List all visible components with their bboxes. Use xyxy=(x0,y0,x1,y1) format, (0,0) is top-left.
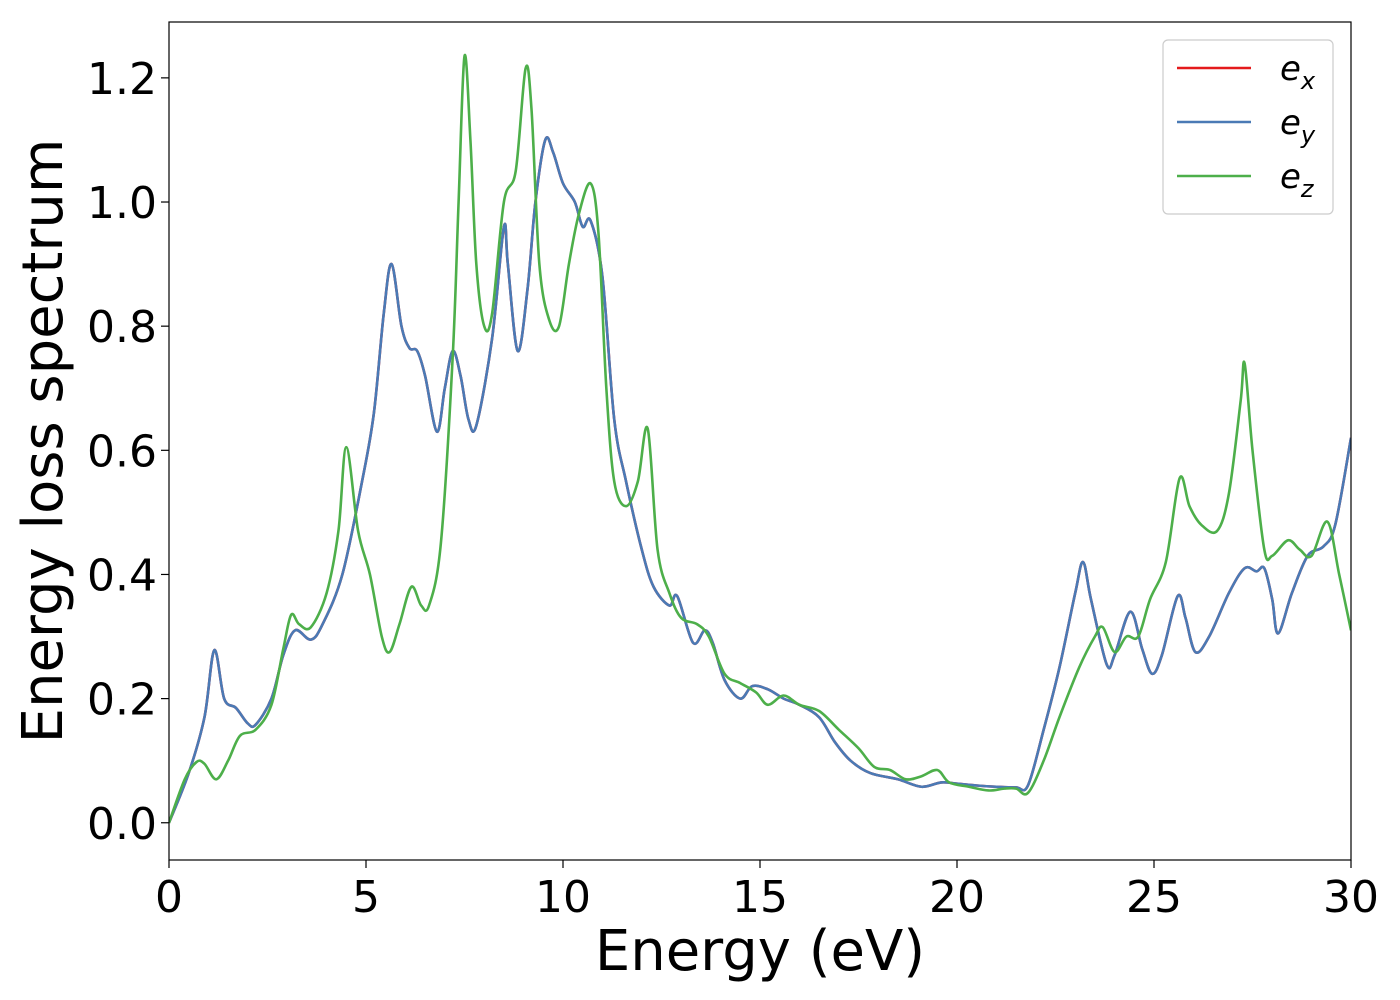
legend-label-sub: z xyxy=(1300,175,1315,203)
x-tick-label: 15 xyxy=(732,872,788,923)
legend-label-x: ex xyxy=(1280,49,1316,95)
legend-box xyxy=(1162,39,1334,215)
legend-label-sub: x xyxy=(1300,67,1316,95)
x-tick-label: 5 xyxy=(352,872,380,923)
y-tick-label: 0.8 xyxy=(87,302,157,353)
y-axis: 0.0 0.2 0.4 0.6 0.8 1.0 1.2 xyxy=(87,54,169,850)
x-tick-label: 25 xyxy=(1126,872,1182,923)
x-tick-label: 30 xyxy=(1323,872,1379,923)
y-tick-label: 0.6 xyxy=(87,426,157,477)
x-axis-label: Energy (eV) xyxy=(595,919,925,984)
series-layer xyxy=(169,53,1351,824)
legend-label-base: e xyxy=(1280,49,1301,89)
y-tick-label: 1.0 xyxy=(87,178,157,229)
x-tick-label: 0 xyxy=(155,872,183,923)
legend-label-base: e xyxy=(1280,103,1301,143)
x-tick-label: 20 xyxy=(929,872,985,923)
y-axis-label: Energy loss spectrum xyxy=(11,139,76,744)
series-line-y xyxy=(169,136,1351,824)
y-tick-label: 0.4 xyxy=(87,550,157,601)
legend-label-base: e xyxy=(1280,157,1301,197)
series-line-z xyxy=(169,53,1351,824)
legend-label-sub: y xyxy=(1300,121,1316,149)
y-tick-label: 1.2 xyxy=(87,54,157,105)
y-tick-label: 0.0 xyxy=(87,799,157,850)
x-axis: 0 5 10 15 20 25 30 xyxy=(155,860,1379,923)
y-tick-label: 0.2 xyxy=(87,675,157,726)
legend-label-y: ey xyxy=(1280,103,1316,149)
x-tick-label: 10 xyxy=(535,872,591,923)
legend-label-z: ez xyxy=(1280,157,1315,203)
